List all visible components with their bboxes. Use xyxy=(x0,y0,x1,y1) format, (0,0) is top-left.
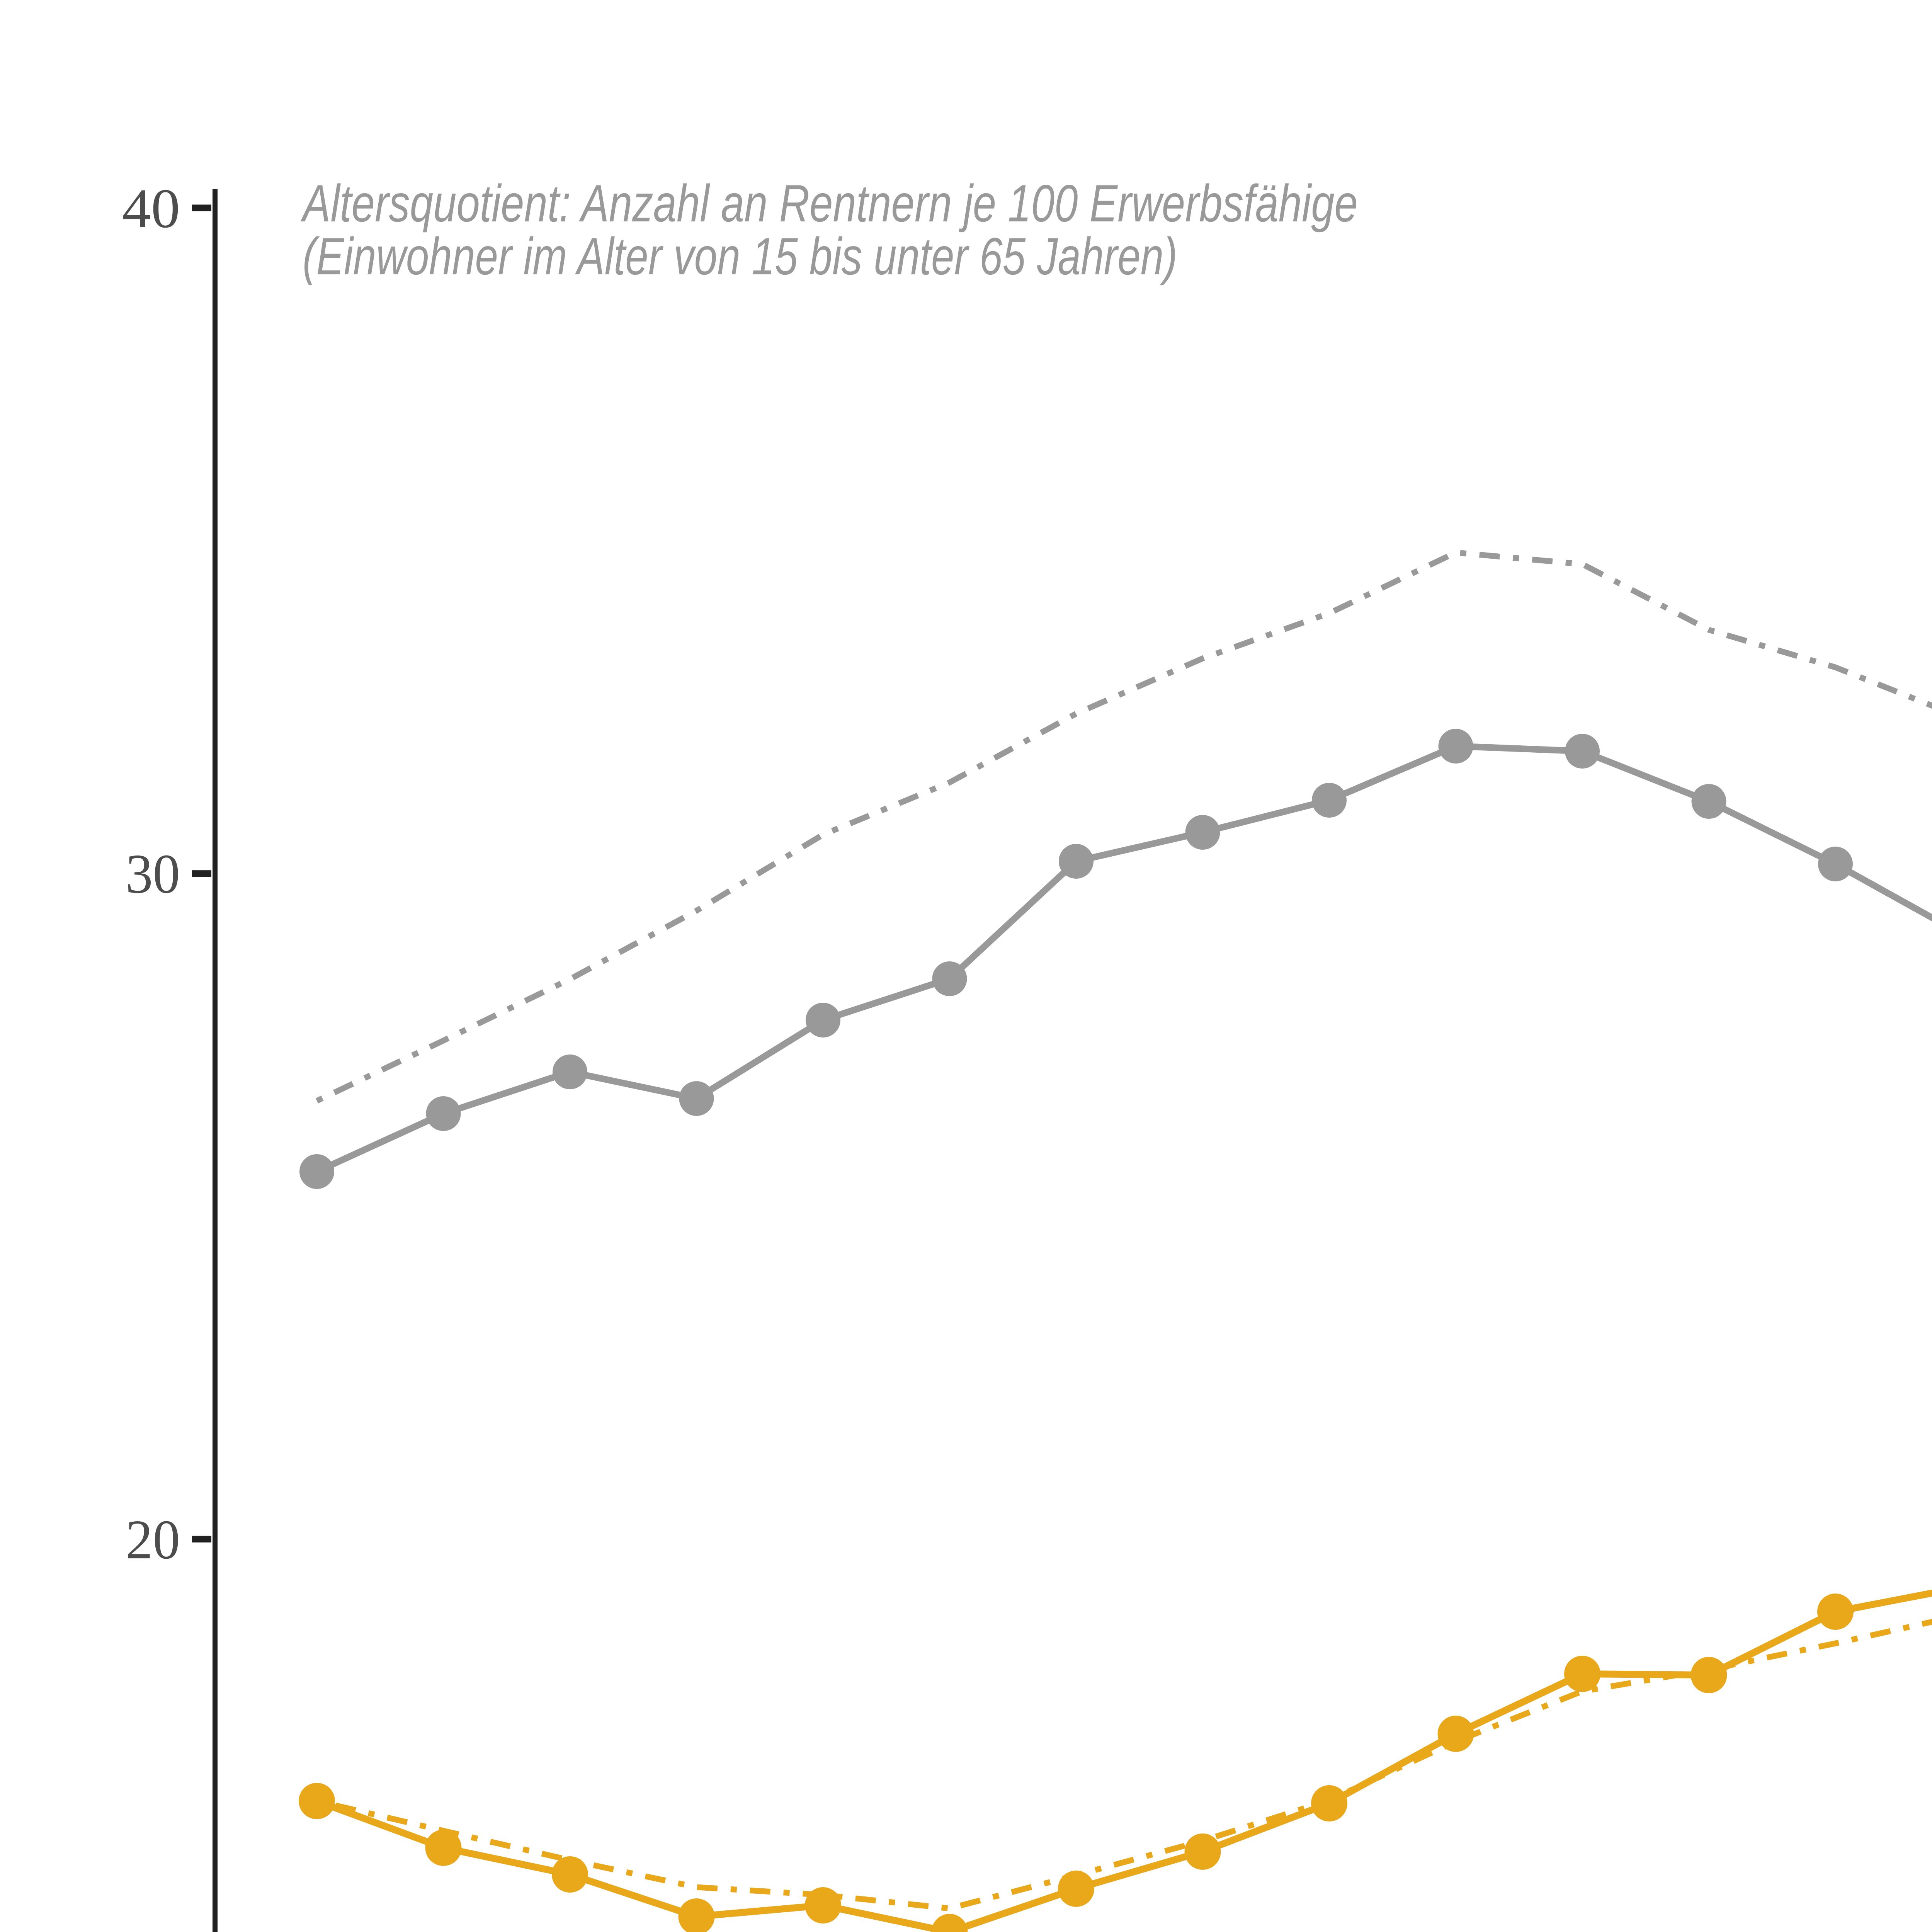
svg-text:40: 40 xyxy=(122,178,180,240)
svg-text:20: 20 xyxy=(126,1509,180,1571)
svg-text:(Einwohner im Alter von 15 bis: (Einwohner im Alter von 15 bis unter 65 … xyxy=(303,227,1177,286)
svg-text:30: 30 xyxy=(126,843,180,905)
svg-text:Altersquotient: Anzahl an Rent: Altersquotient: Anzahl an Rentnern je 10… xyxy=(300,174,1358,233)
